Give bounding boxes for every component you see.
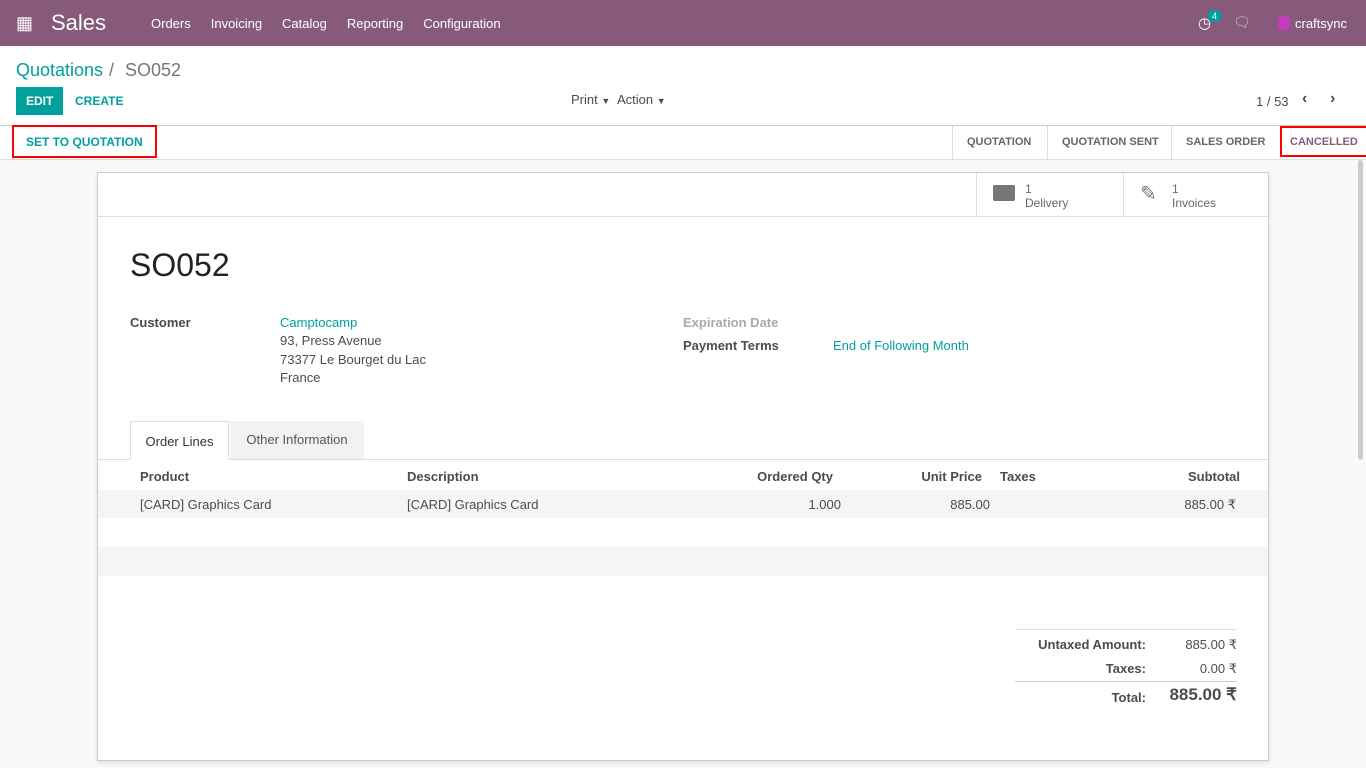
breadcrumb-current: SO052 bbox=[125, 60, 182, 80]
action-label: Action bbox=[617, 92, 654, 107]
action-dropdown[interactable]: Action ▼ bbox=[617, 92, 666, 107]
col-product[interactable]: Product bbox=[140, 469, 190, 484]
activity-badge: 4 bbox=[1208, 10, 1222, 22]
create-button[interactable]: CREATE bbox=[75, 94, 124, 108]
delivery-count: 1 bbox=[1025, 182, 1032, 196]
delivery-smart-button[interactable]: 1 Delivery bbox=[976, 173, 1123, 217]
scrollbar[interactable] bbox=[1358, 160, 1363, 460]
pager-value[interactable]: 1 / 53 bbox=[1256, 94, 1289, 109]
activity-clock-icon[interactable]: ◷ bbox=[1198, 15, 1212, 32]
taxes-value: 0.00 ₹ bbox=[1199, 661, 1237, 676]
pager-previous-icon[interactable]: ‹ bbox=[1302, 90, 1308, 107]
payment-terms-value[interactable]: End of Following Month bbox=[833, 338, 969, 353]
menu-configuration[interactable]: Configuration bbox=[423, 16, 501, 31]
expiration-date-label: Expiration Date bbox=[683, 315, 779, 330]
apps-menu-icon[interactable]: ▦ bbox=[16, 13, 34, 33]
total-label: Total: bbox=[1111, 690, 1146, 705]
address-line-2: 73377 Le Bourget du Lac bbox=[280, 352, 427, 367]
stage-sales-order[interactable]: SALES ORDER bbox=[1171, 126, 1279, 159]
menu-invoicing[interactable]: Invoicing bbox=[210, 16, 263, 31]
cell-description: [CARD] Graphics Card bbox=[407, 497, 539, 512]
tab-order-lines[interactable]: Order Lines bbox=[130, 421, 229, 460]
customer-link[interactable]: Camptocamp bbox=[280, 315, 358, 330]
invoices-count: 1 bbox=[1172, 182, 1179, 196]
payment-terms-label: Payment Terms bbox=[683, 338, 779, 353]
cell-unit-price: 885.00 bbox=[950, 497, 990, 512]
total-value: 885.00 ₹ bbox=[1169, 685, 1237, 704]
tab-other-information[interactable]: Other Information bbox=[230, 421, 364, 459]
col-description[interactable]: Description bbox=[407, 469, 479, 484]
caret-down-icon: ▼ bbox=[656, 96, 666, 106]
user-avatar bbox=[1278, 16, 1290, 30]
breadcrumb-quotations[interactable]: Quotations bbox=[16, 60, 104, 80]
col-unit-price[interactable]: Unit Price bbox=[921, 469, 982, 484]
top-navbar: ▦ Sales Orders Invoicing Catalog Reporti… bbox=[0, 0, 1366, 46]
table-row[interactable]: [CARD] Graphics Card [CARD] Graphics Car… bbox=[98, 490, 1268, 518]
invoices-label: Invoices bbox=[1172, 196, 1217, 210]
app-title[interactable]: Sales bbox=[51, 10, 107, 35]
col-ordered-qty[interactable]: Ordered Qty bbox=[757, 469, 833, 484]
menu-catalog[interactable]: Catalog bbox=[282, 16, 327, 31]
address-line-1: 93, Press Avenue bbox=[280, 333, 382, 348]
untaxed-value: 885.00 ₹ bbox=[1185, 637, 1237, 652]
set-to-quotation-button[interactable]: SET TO QUOTATION bbox=[12, 125, 157, 158]
menu-reporting[interactable]: Reporting bbox=[346, 16, 404, 31]
taxes-label: Taxes: bbox=[1105, 661, 1146, 676]
control-panel: Quotations / SO052 EDIT CREATE Print ▼ A… bbox=[0, 46, 1366, 126]
chat-icon[interactable]: 🗨 bbox=[1233, 14, 1251, 30]
stage-quotation-sent[interactable]: QUOTATION SENT bbox=[1047, 126, 1173, 159]
edit-icon: ✎ bbox=[1140, 183, 1157, 205]
stage-cancelled[interactable]: CANCELLED bbox=[1280, 126, 1366, 157]
invoices-smart-button[interactable]: ✎ 1 Invoices bbox=[1123, 173, 1269, 217]
breadcrumb-separator: / bbox=[109, 60, 115, 80]
edit-button[interactable]: EDIT bbox=[16, 87, 64, 115]
pager-next-icon[interactable]: › bbox=[1330, 90, 1336, 107]
totals: Untaxed Amount: 885.00 ₹ Taxes: 0.00 ₹ T… bbox=[1015, 629, 1237, 705]
cell-subtotal: 885.00 ₹ bbox=[1184, 497, 1236, 512]
form-sheet: 1 Delivery ✎ 1 Invoices SO052 Customer C… bbox=[97, 172, 1269, 761]
lines-header: Product Description Ordered Qty Unit Pri… bbox=[98, 461, 1268, 491]
stage-quotation[interactable]: QUOTATION bbox=[952, 126, 1045, 159]
button-box: 1 Delivery ✎ 1 Invoices bbox=[98, 173, 1268, 217]
menu-orders[interactable]: Orders bbox=[151, 16, 191, 31]
col-taxes[interactable]: Taxes bbox=[1000, 469, 1036, 484]
col-subtotal[interactable]: Subtotal bbox=[1188, 469, 1240, 484]
caret-down-icon: ▼ bbox=[601, 96, 611, 106]
empty-row bbox=[98, 547, 1268, 576]
cell-product: [CARD] Graphics Card bbox=[140, 497, 272, 512]
order-name: SO052 bbox=[130, 247, 230, 283]
address-line-3: France bbox=[280, 370, 321, 385]
print-label: Print bbox=[571, 92, 598, 107]
untaxed-label: Untaxed Amount: bbox=[1038, 637, 1146, 652]
delivery-label: Delivery bbox=[1025, 196, 1069, 210]
cell-qty: 1.000 bbox=[808, 497, 841, 512]
truck-icon bbox=[993, 185, 1015, 201]
status-bar: SET TO QUOTATION QUOTATION QUOTATION SEN… bbox=[0, 125, 1366, 160]
customer-label: Customer bbox=[130, 315, 191, 330]
user-menu[interactable]: craftsync bbox=[1295, 16, 1348, 31]
print-dropdown[interactable]: Print ▼ bbox=[571, 92, 610, 107]
